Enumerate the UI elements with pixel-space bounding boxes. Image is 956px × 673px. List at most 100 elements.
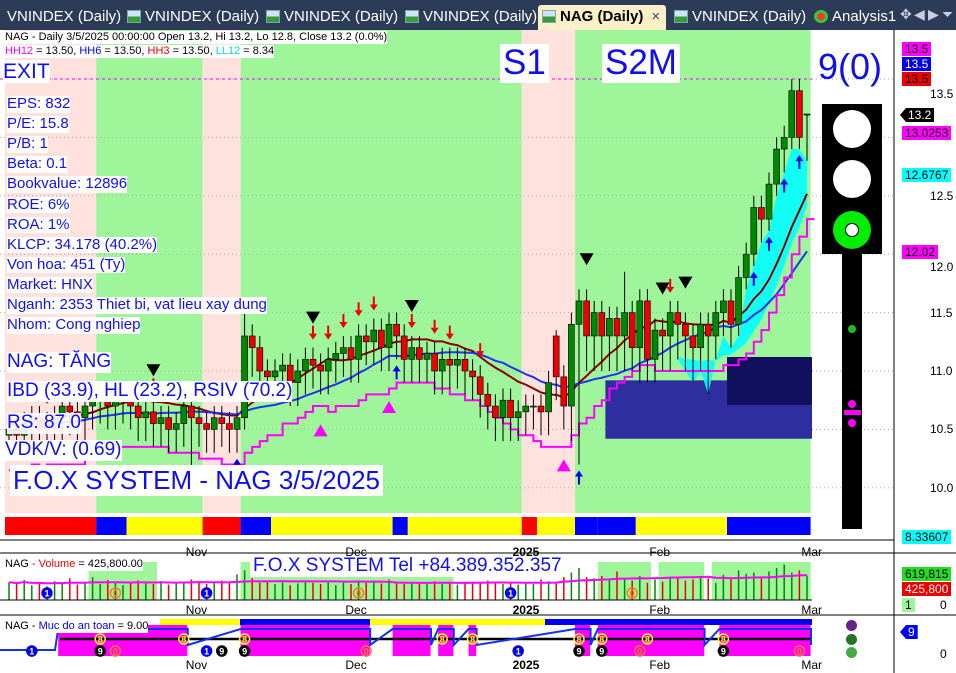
signal-strip-segment: [126, 517, 203, 535]
signal-marker-icon: [200, 645, 213, 657]
signal-marker-icon: [626, 587, 638, 599]
move-icon[interactable]: ✥: [900, 6, 912, 22]
hh12-value: = 13.50,: [33, 45, 80, 57]
signal-marker-icon: [238, 633, 251, 645]
candle-up: [157, 417, 165, 424]
signal-strip-segment: [96, 517, 127, 535]
candle-down: [659, 329, 666, 337]
candle-up: [355, 335, 362, 360]
candle-up: [454, 359, 461, 366]
fundamental-item: Nganh: 2353 Thiet bi, vat lieu xay dung: [7, 296, 267, 314]
candle-up: [294, 370, 302, 383]
candle-up: [180, 405, 188, 424]
candle-down: [507, 399, 514, 419]
tab-vnindex-daily[interactable]: VNINDEX (Daily): [123, 5, 259, 30]
candle-up: [271, 370, 279, 378]
volume-pane-title: NAG - Volume = 425,800.00: [5, 558, 143, 571]
signal-marker-icon: [109, 645, 122, 657]
signal-marker-icon: [109, 587, 122, 599]
price-tick-label: 10.5: [930, 422, 954, 437]
safety-zone: [468, 625, 477, 656]
fundamental-item: P/B: 1: [7, 135, 48, 153]
safety-strip: [240, 619, 370, 625]
signal-strip-segment: [521, 517, 537, 535]
price-tick-label: 12.5: [930, 188, 954, 203]
separator: -: [28, 558, 39, 570]
light-yellow-off: [833, 160, 871, 198]
light-red-off: [833, 110, 871, 148]
series-name: Volume: [38, 558, 76, 570]
scroll-right-icon[interactable]: ▶: [928, 6, 939, 22]
candle-down: [218, 417, 226, 424]
signal-marker-icon: [238, 645, 251, 657]
candle-up: [423, 353, 431, 360]
pole-dot-magenta: [848, 400, 856, 408]
fundamental-item: KLCP: 34.178 (40.2%): [7, 235, 158, 254]
volume-tag-max: 619,815: [902, 567, 952, 581]
candle-down: [309, 359, 317, 366]
date-tick-label: Mar: [801, 545, 823, 559]
series-name: Muc do an toan: [38, 620, 115, 632]
trend-status: NAG: TĂNG: [7, 351, 112, 373]
tab-list-icon[interactable]: ⏷: [942, 6, 954, 22]
candle-down: [484, 394, 492, 407]
signal-exit: EXIT: [3, 60, 50, 84]
close-tab-icon[interactable]: ×: [651, 8, 661, 25]
candle-up: [590, 312, 598, 337]
candle-up: [545, 382, 552, 413]
top-triangle-icon: [146, 364, 161, 377]
warning-triangle-icon: [313, 424, 328, 437]
signal-marker-label: 8: [645, 635, 650, 645]
candle-up: [370, 329, 378, 343]
top-triangle-icon: [579, 253, 594, 266]
candle-up: [142, 411, 150, 419]
candle-down: [188, 405, 195, 419]
signal-strip-segment: [407, 517, 522, 535]
candle-down: [598, 312, 606, 337]
signal-marker-label: 9: [242, 647, 247, 657]
pole-dot-green: [848, 325, 856, 333]
signal-marker-icon: [94, 645, 106, 657]
fundamental-item: Market: HNX: [7, 275, 93, 294]
date-tick-label: Mar: [801, 658, 823, 672]
signal-marker-label: 1: [44, 589, 49, 599]
signal-marker-label: 8: [599, 635, 604, 645]
price-tick-label: 10.0: [930, 480, 954, 495]
date-tick-label: Nov: [185, 658, 208, 672]
candle-up: [81, 405, 89, 419]
tab-vnindex-daily[interactable]: VNINDEX (Daily): [262, 5, 398, 30]
ll12-value: = 8.34: [240, 45, 275, 57]
hh3-value: = 13.50,: [169, 45, 216, 57]
chart-icon: [674, 10, 688, 23]
signal-strip-segment: [727, 517, 811, 535]
candle-down: [347, 347, 355, 360]
buy-arrow-icon: [575, 470, 583, 485]
safety-level-line: [0, 628, 812, 651]
candle-down: [431, 353, 438, 372]
candle-down: [552, 335, 560, 378]
tab-vnindex-daily[interactable]: VNINDEX (Daily): [401, 5, 537, 30]
signal-strip-segment: [575, 517, 598, 535]
tab-vnindex-daily[interactable]: VNINDEX (Daily): [670, 5, 806, 30]
top-triangle-icon: [404, 299, 419, 312]
tab-analysis1[interactable]: Analysis1: [810, 5, 896, 30]
tab-vnindex-daily[interactable]: VNINDEX (Daily): [3, 5, 121, 30]
signal-marker-label: 0: [113, 589, 118, 599]
signal-marker-icon: [436, 633, 448, 645]
candle-down: [134, 405, 142, 419]
signal-marker-label: 8: [576, 635, 581, 645]
tab-nag-daily[interactable]: NAG (Daily) ×: [538, 5, 666, 30]
hh-ll-header: HH12 = 13.50, HH6 = 13.50, HH3 = 13.50, …: [5, 45, 275, 58]
price-tag: 13.5: [902, 42, 932, 56]
safety-strip: [545, 619, 812, 625]
fundamental-item: P/E: 15.8: [7, 115, 69, 133]
candle-up: [408, 347, 416, 360]
series-value: = 425,800.00: [75, 558, 143, 570]
candle-down: [644, 300, 651, 360]
candle-down: [476, 376, 484, 395]
scroll-left-icon[interactable]: ◀: [914, 6, 925, 22]
buy-arrow-icon: [392, 365, 401, 380]
buy-arrow-icon: [749, 271, 758, 286]
candle-up: [780, 137, 788, 150]
fundamental-item: Beta: 0.1: [7, 155, 68, 173]
